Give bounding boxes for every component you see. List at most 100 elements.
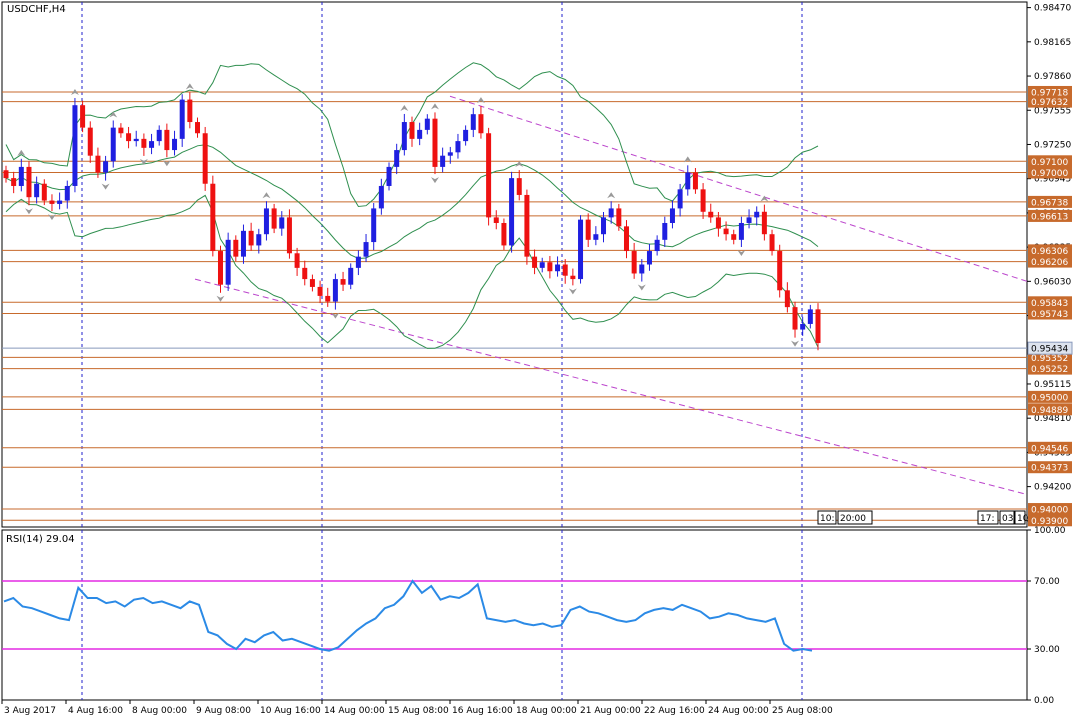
bearish-candle[interactable] [118,123,124,138]
bullish-candle[interactable] [103,155,109,181]
bearish-candle[interactable] [761,204,767,241]
bullish-candle[interactable] [34,176,40,204]
bearish-candle[interactable] [409,116,415,147]
marker-box-c[interactable] [977,510,999,525]
bearish-candle[interactable] [325,287,331,307]
lower-trendline[interactable] [194,278,1028,495]
bullish-candle[interactable] [440,147,446,173]
bearish-candle[interactable] [271,203,277,234]
bullish-candle[interactable] [662,216,668,247]
upper-trendline[interactable] [449,95,1028,282]
bearish-candle[interactable] [248,222,254,251]
bullish-candle[interactable] [256,228,262,254]
bearish-candle[interactable] [187,92,193,129]
bearish-candle[interactable] [562,259,568,284]
bullish-candle[interactable] [133,130,139,147]
bullish-candle[interactable] [401,113,407,156]
bullish-candle[interactable] [225,232,231,291]
bearish-candle[interactable] [210,175,216,257]
bearish-candle[interactable] [815,303,821,351]
bullish-candle[interactable] [18,158,24,192]
bullish-candle[interactable] [509,171,515,253]
bearish-candle[interactable] [623,220,629,259]
bullish-candle[interactable] [332,273,338,310]
bullish-candle[interactable] [149,133,155,155]
bearish-candle[interactable] [547,255,553,279]
bearish-candle[interactable] [95,147,101,178]
rsi-line[interactable] [3,579,813,652]
bearish-candle[interactable] [286,209,292,259]
bullish-candle[interactable] [355,250,361,276]
marker-box-a[interactable] [817,510,837,525]
bearish-candle[interactable] [501,218,507,250]
bearish-candle[interactable] [49,194,55,212]
bullish-candle[interactable] [72,98,78,193]
bearish-candle[interactable] [493,210,499,230]
bearish-candle[interactable] [532,249,538,275]
bullish-candle[interactable] [807,304,813,329]
bearish-candle[interactable] [585,213,591,247]
bullish-candle[interactable] [64,180,70,209]
marker-box-e[interactable] [1014,510,1026,525]
bullish-candle[interactable] [746,209,752,229]
bullish-candle[interactable] [371,203,377,251]
bearish-candle[interactable] [195,117,201,138]
bullish-candle[interactable] [800,316,806,336]
bullish-candle[interactable] [669,200,675,229]
bullish-candle[interactable] [394,143,400,175]
bullish-candle[interactable] [555,256,561,277]
bearish-candle[interactable] [309,274,315,292]
bullish-candle[interactable] [172,130,178,156]
bearish-candle[interactable] [141,133,147,156]
bullish-candle[interactable] [279,211,285,236]
bearish-candle[interactable] [478,106,484,139]
bullish-candle[interactable] [110,120,116,168]
bearish-candle[interactable] [731,229,737,245]
bullish-candle[interactable] [378,178,384,215]
bullish-candle[interactable] [417,122,423,146]
bearish-candle[interactable] [302,260,308,286]
bullish-candle[interactable] [646,243,652,271]
bullish-candle[interactable] [608,201,614,224]
bullish-candle[interactable] [685,165,691,196]
bearish-candle[interactable] [432,112,438,175]
bullish-candle[interactable] [738,216,744,247]
bearish-candle[interactable] [317,280,323,304]
bullish-candle[interactable] [677,183,683,217]
bullish-candle[interactable] [578,215,584,284]
bearish-candle[interactable] [692,168,698,194]
bearish-candle[interactable] [524,189,530,265]
bearish-candle[interactable] [217,245,223,293]
bullish-candle[interactable] [470,107,476,138]
bullish-candle[interactable] [463,125,469,146]
bullish-candle[interactable] [240,224,246,264]
bullish-candle[interactable] [424,114,430,135]
bearish-candle[interactable] [516,170,522,201]
bearish-candle[interactable] [777,244,783,298]
bearish-candle[interactable] [41,179,47,206]
bearish-candle[interactable] [233,235,239,262]
marker-box-d[interactable] [999,510,1015,525]
bullish-candle[interactable] [601,212,607,243]
bearish-candle[interactable] [616,203,622,231]
bullish-candle[interactable] [639,259,645,282]
bearish-candle[interactable] [164,123,170,158]
bearish-candle[interactable] [708,203,714,223]
bearish-candle[interactable] [11,171,17,194]
bullish-candle[interactable] [455,133,461,159]
bearish-candle[interactable] [723,221,729,241]
bearish-candle[interactable] [486,127,492,226]
bullish-candle[interactable] [156,125,162,146]
bearish-candle[interactable] [715,212,721,237]
bearish-candle[interactable] [792,301,798,338]
bullish-candle[interactable] [57,192,63,210]
bearish-candle[interactable] [340,271,346,291]
bearish-candle[interactable] [631,242,637,279]
bullish-candle[interactable] [754,206,760,226]
marker-box-b[interactable] [837,510,873,525]
bullish-candle[interactable] [447,146,453,164]
bearish-candle[interactable] [26,161,32,206]
bullish-candle[interactable] [593,226,599,246]
